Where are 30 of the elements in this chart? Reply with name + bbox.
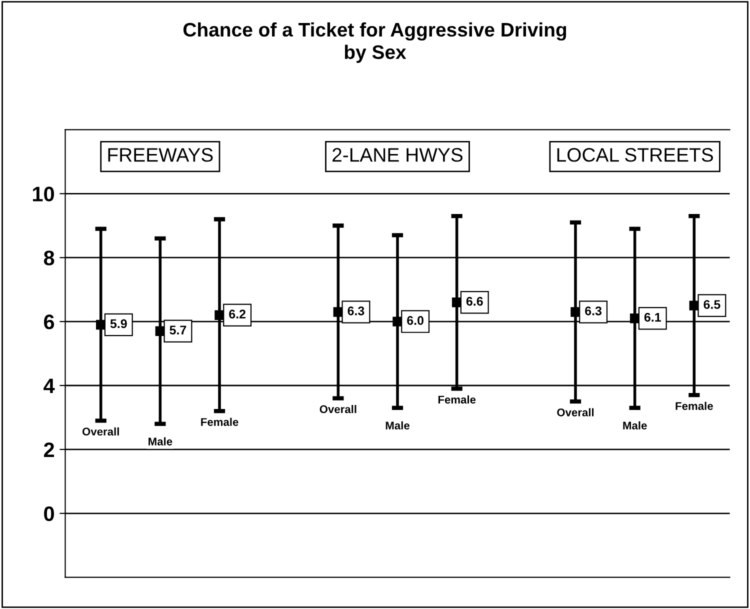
x-tick-label: Overall xyxy=(82,427,119,436)
y-tick-label: 10 xyxy=(32,186,54,202)
annotation: FREEWAYS xyxy=(108,148,213,162)
point xyxy=(570,307,580,317)
point xyxy=(392,316,402,326)
chart-title: Chance of a Ticket for Aggressive Driving by Sex xyxy=(183,22,566,63)
data-label: 5.7 xyxy=(170,326,186,334)
data-label: 5.9 xyxy=(110,319,127,328)
y-tick-label: 0 xyxy=(44,506,54,522)
data-label: 6.3 xyxy=(585,306,602,316)
annotation: LOCAL STREETS xyxy=(557,148,713,162)
y-tick-label: 4 xyxy=(44,378,55,394)
y-tick-label: 8 xyxy=(44,250,54,266)
x-tick-label: Female xyxy=(201,418,238,426)
x-tick-label: Female xyxy=(676,402,713,410)
x-tick-label: Overall xyxy=(557,408,594,416)
x-tick-label: Male xyxy=(148,437,172,446)
data-label: 6.2 xyxy=(229,310,246,319)
data-label: 6.3 xyxy=(348,306,364,316)
y-tick-label: 2 xyxy=(44,442,54,457)
data-label: 6.1 xyxy=(644,312,661,322)
x-tick-label: Male xyxy=(386,421,410,430)
data-label: 6.5 xyxy=(704,300,720,309)
x-tick-label: Male xyxy=(623,421,647,430)
y-tick-label: 6 xyxy=(44,314,54,330)
x-tick-label: Female xyxy=(438,395,476,404)
x-tick-label: Overall xyxy=(320,405,356,414)
data-label: 6.6 xyxy=(466,296,483,306)
annotation: 2-LANE HWYS xyxy=(332,148,463,162)
data-label: 6.0 xyxy=(407,316,424,325)
